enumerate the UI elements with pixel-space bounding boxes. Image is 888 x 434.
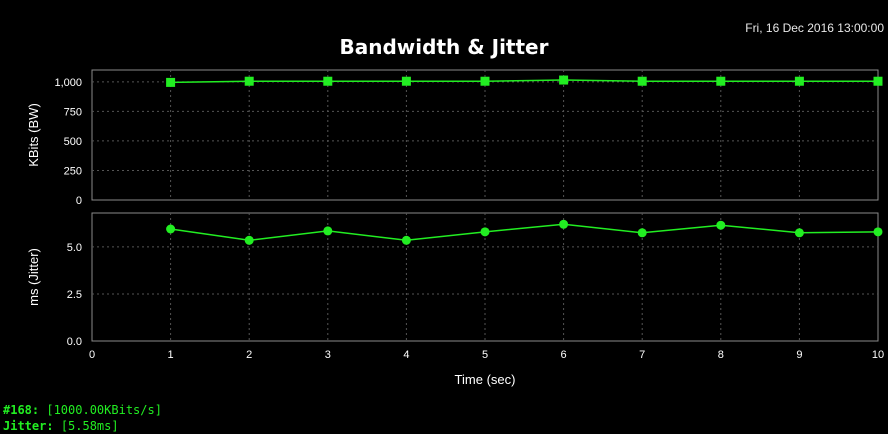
bw-y-axis-label: KBits (BW) — [26, 103, 41, 167]
jitter-y-axis-label: ms (Jitter) — [26, 248, 41, 306]
x-tick-label: 5 — [482, 349, 488, 361]
jitter-value: [5.58ms] — [60, 419, 119, 433]
x-tick-label: 2 — [246, 349, 252, 361]
bw-data-point — [401, 76, 411, 86]
bw-data-point — [637, 76, 647, 86]
jitter-series-line — [170, 223, 879, 242]
jitter-data-point — [559, 219, 569, 229]
bw-data-point — [559, 75, 569, 85]
sample-label: #168: — [3, 403, 40, 417]
timestamp: Fri, 16 Dec 2016 13:00:00 — [745, 21, 884, 35]
status-sample-line: #168: [1000.00KBits/s] — [3, 403, 162, 417]
x-tick-label: 4 — [403, 349, 409, 361]
jitter-data-point — [873, 227, 883, 237]
x-tick-label: 9 — [796, 349, 802, 361]
jitter-data-point — [716, 220, 726, 230]
bw-y-tick-label: 1,000 — [54, 77, 82, 89]
x-tick-label: 0 — [89, 349, 95, 361]
bw-data-point — [480, 76, 490, 86]
x-tick-label: 1 — [168, 349, 174, 361]
bw-y-tick-label: 750 — [64, 106, 82, 118]
bw-data-point — [873, 76, 883, 86]
bw-y-tick-label: 250 — [64, 165, 82, 177]
x-tick-label: 8 — [718, 349, 724, 361]
jitter-data-point — [480, 227, 490, 237]
x-tick-label: 7 — [639, 349, 645, 361]
jitter-label: Jitter: — [3, 419, 54, 433]
bw-data-point — [166, 77, 176, 87]
jitter-data-point — [637, 228, 647, 238]
jitter-data-point — [244, 235, 254, 245]
bw-data-point — [716, 76, 726, 86]
sample-value: [1000.00KBits/s] — [46, 403, 162, 417]
x-tick-label: 6 — [561, 349, 567, 361]
jitter-y-tick-label: 2.5 — [67, 289, 82, 301]
bw-data-point — [794, 76, 804, 86]
jitter-data-point — [166, 224, 176, 234]
jitter-data-point — [794, 228, 804, 238]
jitter-data-point — [401, 235, 411, 245]
bw-data-point — [244, 76, 254, 86]
jitter-y-tick-label: 0.0 — [67, 336, 82, 348]
chart-title: Bandwidth & Jitter — [339, 35, 549, 59]
bw-data-point — [323, 76, 333, 86]
jitter-y-tick-label: 5.0 — [67, 242, 82, 254]
status-jitter-line: Jitter: [5.58ms] — [3, 419, 119, 433]
bw-y-tick-label: 0 — [76, 195, 82, 207]
jitter-data-point — [323, 226, 333, 236]
bw-y-tick-label: 500 — [64, 136, 82, 148]
x-tick-label: 10 — [872, 349, 884, 361]
x-axis-label: Time (sec) — [455, 372, 516, 387]
x-tick-label: 3 — [325, 349, 331, 361]
bw-series-line — [170, 79, 878, 84]
